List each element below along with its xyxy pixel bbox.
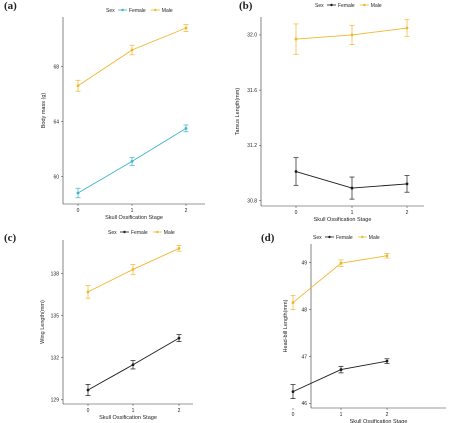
x-tick-label: 1 <box>351 210 354 216</box>
y-axis-title: Tarsus Length(mm) <box>235 88 241 136</box>
panel-letter: (a) <box>4 0 17 12</box>
legend-entry: Male <box>371 3 382 9</box>
legend-swatch-point <box>121 8 124 12</box>
series-line-female <box>292 360 388 393</box>
y-tick-label: 46 <box>301 401 307 407</box>
x-axis-title: Skull Ossification Stage <box>314 217 372 223</box>
x-tick-label: 2 <box>178 408 181 414</box>
x-axis-title: Skull Ossification Stage <box>350 419 408 423</box>
x-tick-label: 0 <box>87 408 90 414</box>
data-point <box>86 388 90 392</box>
y-tick-label: 31.2 <box>247 143 257 149</box>
y-tick-label: 48 <box>301 307 307 313</box>
data-point <box>385 254 389 258</box>
y-tick-label: 49 <box>301 261 307 267</box>
x-tick-label: 1 <box>132 408 135 414</box>
data-point <box>294 37 298 41</box>
y-axis-title: Head-bill Length(mm) <box>283 299 289 352</box>
data-point <box>350 33 354 37</box>
legend-swatch-point <box>328 235 331 239</box>
chart-panel-2: (c) 129 132 135 138 0 1 2 Skull Ossification Sta… <box>4 230 193 421</box>
legend-swatch-point <box>361 235 364 239</box>
data-point <box>291 390 295 393</box>
legend-title: Sex <box>108 230 117 236</box>
x-tick-label: 1 <box>340 412 343 418</box>
x-tick-label: 2 <box>406 210 409 216</box>
data-point <box>131 268 135 271</box>
x-axis-title: Skull Ossification Stage <box>99 415 157 421</box>
x-tick-label: 1 <box>131 208 134 214</box>
legend-entry: Female <box>336 235 353 241</box>
y-axis-title: Wing Length(mm) <box>40 300 46 344</box>
legend-swatch-point <box>330 3 333 7</box>
panel-letter: (b) <box>239 0 253 12</box>
y-tick-label: 138 <box>51 271 60 277</box>
legend-entry: Male <box>164 230 175 236</box>
data-point <box>339 368 343 371</box>
legend-swatch-point <box>154 8 157 12</box>
y-tick-label: 68 <box>53 64 59 70</box>
x-axis-title: Skull Ossification Stage <box>105 215 163 221</box>
legend-entry: Female <box>129 8 146 14</box>
legend-title: Sex <box>315 3 324 9</box>
y-tick-label: 31.6 <box>247 88 257 94</box>
data-point <box>405 182 409 186</box>
data-point <box>130 48 134 52</box>
legend-entry: Female <box>131 230 148 236</box>
x-tick-label: 0 <box>292 412 295 418</box>
chart-panel-0: (a) 60 64 68 0 1 2 Skull Ossification Stage Body… <box>4 0 205 221</box>
data-point <box>385 359 389 363</box>
data-point <box>76 191 80 195</box>
data-point <box>76 84 80 88</box>
x-tick-label: 2 <box>386 412 389 418</box>
y-tick-label: 64 <box>53 119 59 125</box>
legend-entry: Female <box>338 3 355 9</box>
y-tick-label: 30.8 <box>247 198 257 204</box>
legend-swatch-point <box>123 230 126 234</box>
x-tick-label: 0 <box>295 210 298 216</box>
legend-entry: Male <box>162 8 173 14</box>
panel-letter: (c) <box>4 232 17 244</box>
data-point <box>184 126 188 130</box>
legend-entry: Male <box>369 235 380 241</box>
legend-swatch-point <box>156 230 159 234</box>
series-line-male <box>77 27 187 87</box>
y-tick-label: 132 <box>51 356 60 362</box>
legend-title: Sex <box>313 235 322 241</box>
data-point <box>131 363 135 367</box>
x-tick-label: 0 <box>77 208 80 214</box>
data-point <box>177 247 181 250</box>
series-line-male <box>295 27 408 40</box>
data-point <box>86 290 90 294</box>
x-tick-label: 2 <box>185 208 188 214</box>
panel-letter: (d) <box>261 232 275 244</box>
y-tick-label: 60 <box>53 174 59 180</box>
data-point <box>294 170 298 173</box>
y-tick-label: 129 <box>51 398 60 404</box>
data-point <box>405 26 409 30</box>
data-point <box>291 301 295 304</box>
legend-title: Sex <box>106 8 115 14</box>
series-line-female <box>295 171 408 189</box>
y-tick-label: 32.0 <box>247 33 257 39</box>
legend-swatch-point <box>363 3 366 7</box>
data-point <box>184 26 188 30</box>
data-point <box>130 159 134 163</box>
y-tick-label: 47 <box>301 354 307 360</box>
data-point <box>177 336 181 340</box>
y-tick-label: 135 <box>51 313 60 319</box>
y-axis-title: Body mass (g) <box>41 93 47 129</box>
data-point <box>339 261 343 265</box>
chart-panel-1: (b) 30.8 31.2 31.6 32.0 0 1 2 Skull Ossification… <box>235 0 424 223</box>
data-point <box>350 186 354 190</box>
